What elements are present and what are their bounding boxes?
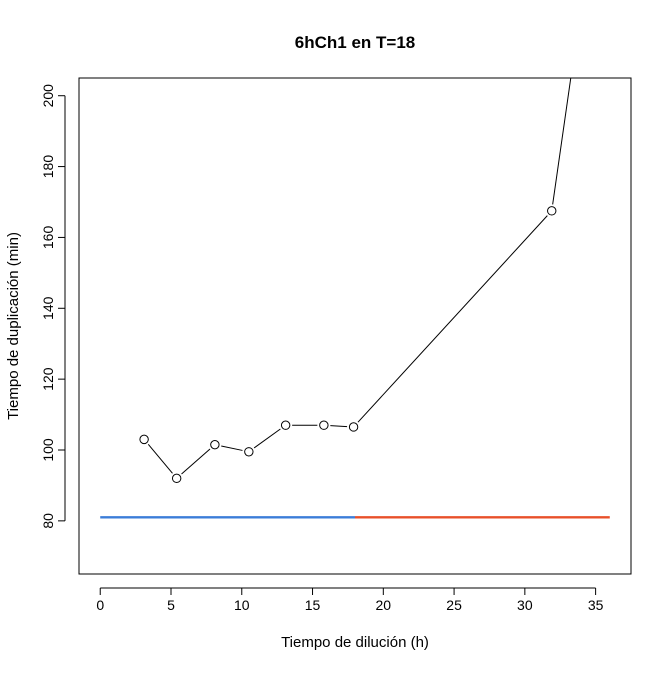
y-tick-label-1: 100	[40, 438, 56, 462]
x-tick-label-7: 35	[588, 597, 604, 613]
x-axis-label: Tiempo de dilución (h)	[281, 634, 429, 651]
plot-frame	[78, 77, 632, 575]
series-0-point-7	[547, 206, 557, 216]
y-axis-label: Tiempo de duplicación (min)	[5, 232, 22, 420]
y-tick-label-6: 200	[40, 84, 56, 108]
x-tick-label-0: 0	[96, 597, 104, 613]
chart-title: 6hCh1 en T=18	[295, 33, 415, 52]
series-0-segment-3	[253, 428, 281, 449]
series-0-segment-6	[357, 215, 548, 423]
series-0-segment-2	[221, 445, 243, 451]
series-0-point-1	[171, 473, 182, 484]
series-0-point-0	[139, 434, 149, 445]
series-0-point-6	[348, 422, 359, 432]
series-layer	[139, 78, 572, 484]
series-0-point-2	[210, 439, 220, 450]
series-0-point-5	[319, 420, 329, 430]
series-0-segment-5	[330, 425, 348, 428]
series-0-segment-0	[147, 444, 173, 474]
series-0-segment-1	[181, 448, 211, 475]
x-tick-label-3: 15	[305, 597, 321, 613]
x-tick-label-5: 25	[446, 597, 462, 613]
x-tick-label-4: 20	[376, 597, 392, 613]
series-0-point-4	[280, 420, 291, 430]
y-tick-label-0: 80	[40, 513, 56, 529]
x-tick-label-2: 10	[234, 597, 250, 613]
y-tick-label-3: 140	[40, 296, 56, 320]
series-0	[139, 78, 572, 484]
y-tick-label-2: 120	[40, 367, 56, 391]
y-tick-label-4: 160	[40, 226, 56, 250]
axes: 0 5 10 15 20 25 30 35 80 100 120 140 160 180 200	[40, 84, 604, 613]
series-0-segment-7	[552, 78, 572, 205]
x-tick-label-1: 5	[167, 597, 175, 613]
y-tick-label-5: 180	[40, 155, 56, 179]
series-0-point-3	[244, 447, 254, 457]
x-tick-label-6: 30	[517, 597, 533, 613]
